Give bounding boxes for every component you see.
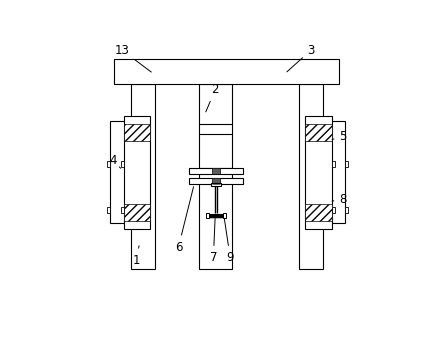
Bar (212, 178, 220, 184)
Bar (299, 84, 323, 269)
Bar (124, 124, 150, 141)
Bar (121, 207, 124, 213)
Bar (305, 116, 331, 229)
Text: 3: 3 (287, 44, 315, 72)
Text: 2: 2 (206, 83, 219, 112)
Bar (110, 121, 132, 223)
Bar (305, 204, 331, 221)
Bar (189, 178, 243, 184)
Text: 8: 8 (332, 193, 347, 206)
Text: 6: 6 (175, 187, 194, 254)
Text: 4: 4 (109, 154, 120, 168)
Text: 1: 1 (133, 246, 140, 267)
Text: 13: 13 (115, 44, 152, 72)
Bar (124, 116, 150, 229)
Bar (124, 204, 150, 221)
Bar (211, 183, 221, 186)
Bar (114, 59, 338, 84)
Bar (212, 168, 220, 174)
Bar (331, 207, 335, 213)
Text: 7: 7 (210, 218, 217, 264)
Bar (345, 161, 348, 167)
Bar (323, 121, 345, 223)
Bar (107, 207, 110, 213)
Bar (331, 161, 335, 167)
Bar (199, 84, 232, 269)
Bar (223, 213, 226, 218)
Bar (107, 161, 110, 167)
Bar (189, 168, 243, 174)
Text: 9: 9 (224, 218, 234, 264)
Bar (345, 207, 348, 213)
Text: 5: 5 (332, 130, 347, 143)
Bar (131, 84, 155, 269)
Bar (206, 213, 209, 218)
Bar (305, 124, 331, 141)
Bar (121, 161, 124, 167)
